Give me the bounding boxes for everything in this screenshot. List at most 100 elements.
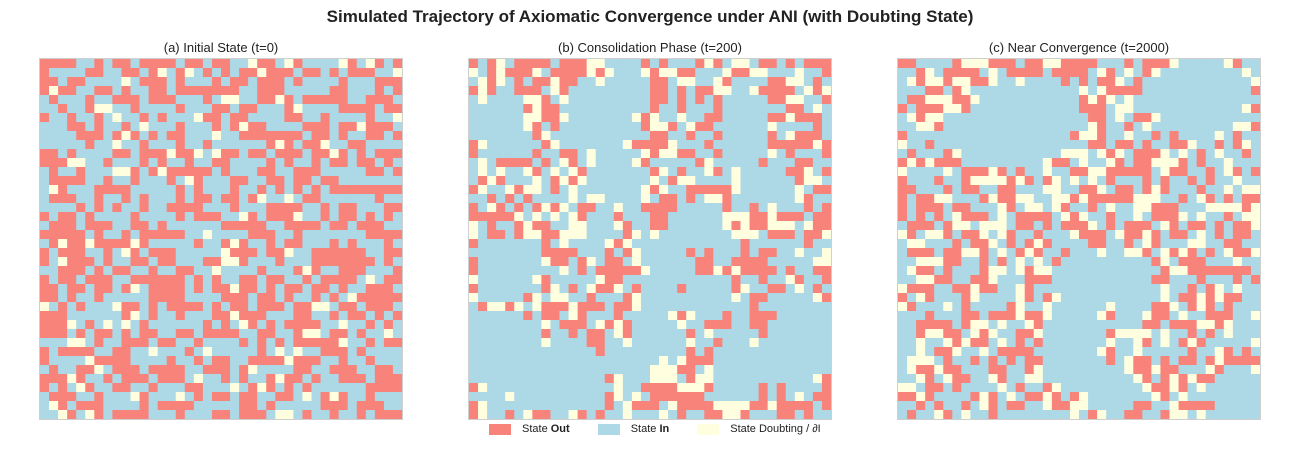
cell-out	[139, 338, 149, 348]
cell-in	[202, 383, 213, 393]
cell-in	[898, 248, 908, 258]
cell-in	[1033, 131, 1044, 141]
cell-in	[103, 392, 113, 402]
cell-out	[356, 347, 367, 357]
cell-out	[383, 104, 394, 114]
cell-out	[1006, 203, 1017, 213]
cell-out	[916, 203, 926, 213]
cell-doubting	[586, 59, 597, 69]
cell-out	[103, 176, 113, 186]
cell-out	[668, 194, 678, 204]
cell-doubting	[1178, 248, 1188, 258]
cell-doubting	[916, 392, 926, 402]
cell-doubting	[631, 158, 642, 168]
cell-out	[1024, 239, 1035, 249]
cell-out	[622, 230, 633, 240]
cell-in	[785, 365, 796, 375]
cell-out	[550, 248, 560, 258]
cell-out	[1106, 347, 1116, 357]
cell-in	[514, 239, 524, 249]
cell-in	[722, 275, 732, 285]
cell-doubting	[812, 293, 823, 303]
cell-in	[266, 185, 276, 195]
cell-doubting	[76, 158, 86, 168]
cell-in	[1196, 365, 1207, 375]
cell-in	[1196, 113, 1207, 123]
cell-out	[1106, 77, 1116, 87]
cell-out	[293, 149, 303, 159]
cell-in	[356, 203, 367, 213]
cell-in	[794, 356, 805, 366]
cell-in	[85, 185, 95, 195]
cell-doubting	[961, 248, 971, 258]
cell-out	[952, 203, 962, 213]
cell-out	[266, 59, 276, 69]
cell-in	[1169, 275, 1179, 285]
cell-out	[934, 158, 944, 168]
cell-out	[1187, 329, 1198, 339]
cell-in	[1205, 113, 1216, 123]
cell-doubting	[1097, 68, 1107, 78]
cell-out	[374, 77, 385, 87]
cell-out	[157, 293, 168, 303]
cell-in	[713, 311, 723, 321]
cell-in	[776, 59, 787, 69]
cell-in	[997, 104, 1007, 114]
cell-in	[952, 266, 962, 276]
cell-out	[916, 104, 926, 114]
cell-in	[970, 302, 980, 312]
cell-out	[1205, 266, 1216, 276]
cell-out	[58, 275, 68, 285]
cell-out	[677, 86, 687, 96]
cell-out	[157, 230, 168, 240]
cell-in	[1088, 347, 1098, 357]
cell-doubting	[1133, 374, 1143, 384]
cell-in	[1033, 347, 1044, 357]
cell-in	[94, 140, 104, 150]
cell-out	[650, 140, 660, 150]
cell-out	[266, 320, 276, 330]
cell-in	[496, 95, 506, 105]
cell-in	[595, 221, 606, 231]
cell-out	[166, 59, 177, 69]
cell-out	[311, 158, 321, 168]
cell-out	[374, 293, 385, 303]
cell-out	[85, 347, 95, 357]
cell-in	[812, 302, 823, 312]
cell-in	[469, 392, 479, 402]
cell-out	[469, 86, 479, 96]
cell-in	[239, 140, 249, 150]
cell-out	[239, 302, 249, 312]
cell-in	[58, 167, 68, 177]
cell-out	[1187, 347, 1198, 357]
cell-out	[311, 374, 321, 384]
cell-in	[776, 347, 787, 357]
cell-in	[952, 140, 962, 150]
cell-in	[1097, 176, 1107, 186]
cell-out	[1051, 392, 1062, 402]
cell-in	[604, 86, 615, 96]
cell-in	[338, 230, 349, 240]
cell-in	[1160, 95, 1170, 105]
cell-in	[952, 185, 962, 195]
cell-in	[740, 167, 750, 177]
cell-in	[311, 239, 321, 249]
cell-in	[979, 122, 989, 132]
cell-doubting	[577, 176, 588, 186]
cell-in	[586, 347, 597, 357]
cell-out	[586, 329, 597, 339]
cell-out	[1079, 185, 1089, 195]
cell-doubting	[112, 140, 122, 150]
cell-doubting	[898, 383, 908, 393]
cell-out	[1223, 239, 1234, 249]
cell-out	[148, 68, 159, 78]
cell-out	[487, 221, 497, 231]
cell-doubting	[631, 230, 642, 240]
cell-in	[1196, 131, 1207, 141]
cell-out	[1079, 167, 1089, 177]
cell-doubting	[925, 356, 935, 366]
cell-doubting	[1187, 239, 1198, 249]
cell-in	[604, 140, 615, 150]
cell-in	[175, 248, 186, 258]
cell-in	[1051, 374, 1062, 384]
